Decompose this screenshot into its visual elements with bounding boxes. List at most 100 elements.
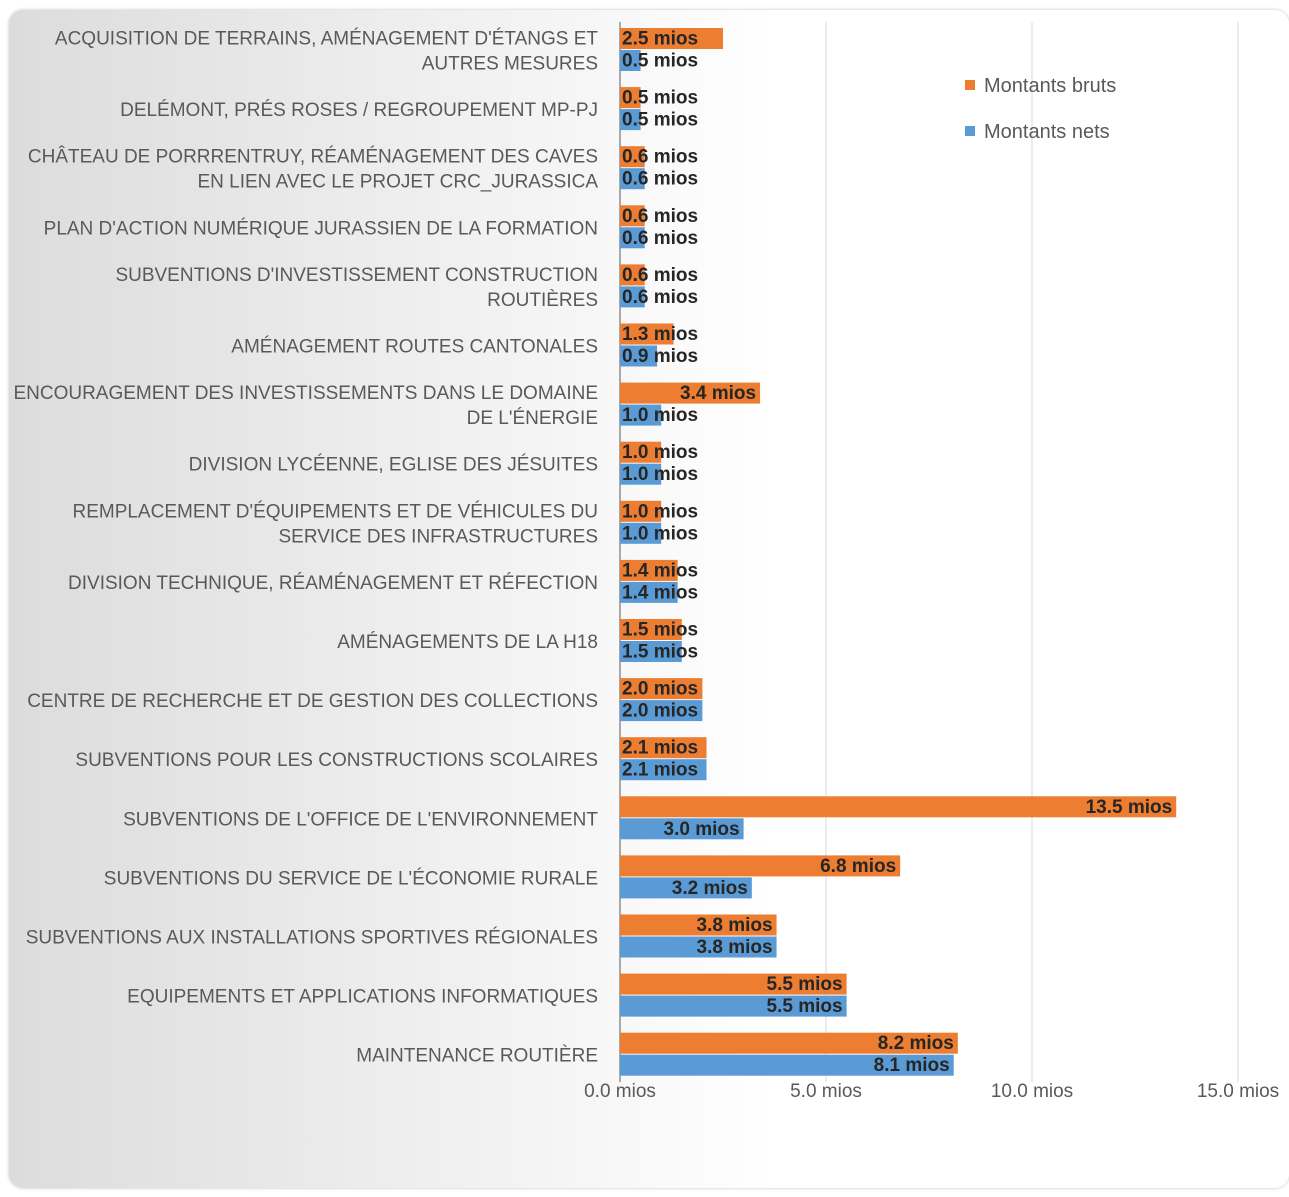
category-label: ENCOURAGEMENT DES INVESTISSEMENTS DANS L… bbox=[13, 383, 598, 429]
data-label-montants-bruts: 1.0 mios bbox=[622, 501, 698, 522]
category-label: AMÉNAGEMENT ROUTES CANTONALES bbox=[231, 337, 598, 358]
x-tick-label: 5.0 mios bbox=[790, 1081, 862, 1102]
data-label-montants-bruts: 6.8 mios bbox=[820, 856, 896, 877]
data-label-montants-bruts: 0.6 mios bbox=[622, 265, 698, 286]
data-label-montants-bruts: 5.5 mios bbox=[767, 974, 843, 995]
category-label-line: MAINTENANCE ROUTIÈRE bbox=[356, 1046, 598, 1067]
category-label-line: SUBVENTIONS AUX INSTALLATIONS SPORTIVES … bbox=[26, 928, 598, 949]
data-label-montants-bruts: 3.4 mios bbox=[680, 383, 756, 404]
legend-label: Montants nets bbox=[984, 121, 1110, 143]
category-label-line: CHÂTEAU DE PORRRENTRUY, RÉAMÉNAGEMENT DE… bbox=[28, 146, 598, 168]
bar-montants-bruts bbox=[620, 796, 1177, 818]
bar-montants-bruts bbox=[620, 382, 761, 404]
category-label: MAINTENANCE ROUTIÈRE bbox=[356, 1046, 598, 1067]
data-label-montants-nets: 0.5 mios bbox=[622, 110, 698, 131]
bar-montants-bruts bbox=[620, 559, 678, 581]
bar-montants-bruts bbox=[620, 205, 645, 227]
bar-montants-bruts bbox=[620, 973, 847, 995]
bar-montants-nets bbox=[620, 641, 682, 662]
category-label-line: ENCOURAGEMENT DES INVESTISSEMENTS DANS L… bbox=[13, 383, 598, 404]
category-label-line: SUBVENTIONS D'INVESTISSEMENT CONSTRUCTIO… bbox=[115, 265, 598, 286]
category-label: CENTRE DE RECHERCHE ET DE GESTION DES CO… bbox=[27, 691, 598, 712]
category-label-line: AUTRES MESURES bbox=[422, 54, 598, 75]
category-label-line: ACQUISITION DE TERRAINS, AMÉNAGEMENT D'É… bbox=[55, 29, 598, 50]
category-label-line: SUBVENTIONS POUR LES CONSTRUCTIONS SCOLA… bbox=[75, 750, 598, 771]
data-label-montants-nets: 3.0 mios bbox=[664, 819, 740, 840]
category-label: AMÉNAGEMENTS DE LA H18 bbox=[337, 632, 598, 653]
bar-montants-bruts bbox=[620, 500, 662, 522]
category-label-line: AMÉNAGEMENTS DE LA H18 bbox=[337, 632, 598, 653]
category-label-line: SUBVENTIONS DE L'OFFICE DE L'ENVIRONNEME… bbox=[123, 809, 598, 830]
bar-montants-nets bbox=[620, 1054, 954, 1076]
data-label-montants-bruts: 1.0 mios bbox=[622, 442, 698, 463]
data-label-montants-nets: 8.1 mios bbox=[874, 1055, 950, 1076]
bar-montants-nets bbox=[620, 877, 752, 899]
bar-montants-nets bbox=[620, 995, 847, 1017]
bar-montants-bruts bbox=[620, 855, 901, 877]
data-label-montants-bruts: 0.5 mios bbox=[622, 88, 698, 109]
bar-montants-bruts bbox=[620, 619, 682, 640]
x-tick-label: 0.0 mios bbox=[584, 1081, 656, 1102]
category-label-line: CENTRE DE RECHERCHE ET DE GESTION DES CO… bbox=[27, 691, 598, 712]
category-label: REMPLACEMENT D'ÉQUIPEMENTS ET DE VÉHICUL… bbox=[72, 501, 598, 547]
category-label-line: SERVICE DES INFRASTRUCTURES bbox=[278, 526, 598, 547]
bar-montants-bruts bbox=[620, 146, 645, 168]
data-label-montants-nets: 1.0 mios bbox=[622, 523, 698, 544]
category-label-line: EQUIPEMENTS ET APPLICATIONS INFORMATIQUE… bbox=[127, 987, 598, 1008]
bar-montants-nets bbox=[620, 345, 658, 367]
bar-montants-nets bbox=[620, 759, 707, 781]
category-label-line: DIVISION TECHNIQUE, RÉAMÉNAGEMENT ET RÉF… bbox=[68, 573, 598, 594]
data-label-montants-nets: 0.9 mios bbox=[622, 346, 698, 367]
data-label-montants-nets: 5.5 mios bbox=[767, 996, 843, 1017]
data-label-montants-bruts: 0.6 mios bbox=[622, 206, 698, 227]
bar-montants-bruts bbox=[620, 1032, 958, 1054]
legend-swatch bbox=[965, 126, 975, 136]
data-label-montants-bruts: 13.5 mios bbox=[1086, 797, 1173, 818]
bar-montants-bruts bbox=[620, 28, 723, 49]
data-label-montants-bruts: 2.1 mios bbox=[622, 738, 698, 759]
bar-montants-nets bbox=[620, 227, 645, 249]
bar-montants-bruts bbox=[620, 678, 703, 700]
bar-montants-nets bbox=[620, 286, 645, 308]
data-label-montants-bruts: 8.2 mios bbox=[878, 1033, 954, 1054]
bar-montants-bruts bbox=[620, 264, 645, 286]
data-label-montants-bruts: 1.3 mios bbox=[622, 324, 698, 345]
category-label-line: DE L'ÉNERGIE bbox=[467, 408, 598, 429]
legend-label: Montants bruts bbox=[984, 75, 1116, 97]
data-label-montants-bruts: 1.4 mios bbox=[622, 560, 698, 581]
bar-montants-nets bbox=[620, 404, 662, 426]
data-label-montants-bruts: 2.0 mios bbox=[622, 679, 698, 700]
category-label-line: DELÉMONT, PRÉS ROSES / REGROUPEMENT MP-P… bbox=[120, 100, 598, 121]
category-label: ACQUISITION DE TERRAINS, AMÉNAGEMENT D'É… bbox=[55, 29, 598, 75]
category-label: DIVISION LYCÉENNE, EGLISE DES JÉSUITES bbox=[189, 455, 598, 476]
category-label-line: ROUTIÈRES bbox=[487, 290, 598, 311]
category-label-line: AMÉNAGEMENT ROUTES CANTONALES bbox=[231, 337, 598, 358]
category-label: SUBVENTIONS D'INVESTISSEMENT CONSTRUCTIO… bbox=[115, 265, 598, 311]
bar-montants-nets bbox=[620, 50, 641, 71]
data-label-montants-bruts: 3.8 mios bbox=[697, 915, 773, 936]
data-label-montants-nets: 0.6 mios bbox=[622, 228, 698, 249]
data-label-montants-nets: 1.0 mios bbox=[622, 405, 698, 426]
category-label: DELÉMONT, PRÉS ROSES / REGROUPEMENT MP-P… bbox=[120, 100, 598, 121]
category-label-line: PLAN D'ACTION NUMÉRIQUE JURASSIEN DE LA … bbox=[44, 218, 598, 239]
bar-montants-nets bbox=[620, 168, 645, 190]
bar-montants-nets bbox=[620, 936, 777, 958]
category-label: PLAN D'ACTION NUMÉRIQUE JURASSIEN DE LA … bbox=[44, 218, 598, 239]
data-label-montants-nets: 0.6 mios bbox=[622, 169, 698, 190]
data-label-montants-nets: 2.0 mios bbox=[622, 701, 698, 722]
category-label: SUBVENTIONS POUR LES CONSTRUCTIONS SCOLA… bbox=[75, 750, 598, 771]
category-label-line: EN LIEN AVEC LE PROJET CRC_JURASSICA bbox=[197, 172, 598, 193]
category-label: DIVISION TECHNIQUE, RÉAMÉNAGEMENT ET RÉF… bbox=[68, 573, 598, 594]
data-label-montants-nets: 2.1 mios bbox=[622, 760, 698, 781]
data-label-montants-bruts: 2.5 mios bbox=[622, 29, 698, 50]
x-tick-label: 10.0 mios bbox=[991, 1081, 1073, 1102]
data-label-montants-bruts: 0.6 mios bbox=[622, 147, 698, 168]
data-label-montants-bruts: 1.5 mios bbox=[622, 620, 698, 641]
data-label-montants-nets: 1.5 mios bbox=[622, 642, 698, 663]
data-label-montants-nets: 1.4 mios bbox=[622, 582, 698, 603]
bar-montants-bruts bbox=[620, 323, 674, 345]
bar-montants-nets bbox=[620, 109, 641, 131]
data-label-montants-nets: 3.2 mios bbox=[672, 878, 748, 899]
bar-montants-bruts bbox=[620, 87, 641, 109]
bar-montants-bruts bbox=[620, 737, 707, 759]
